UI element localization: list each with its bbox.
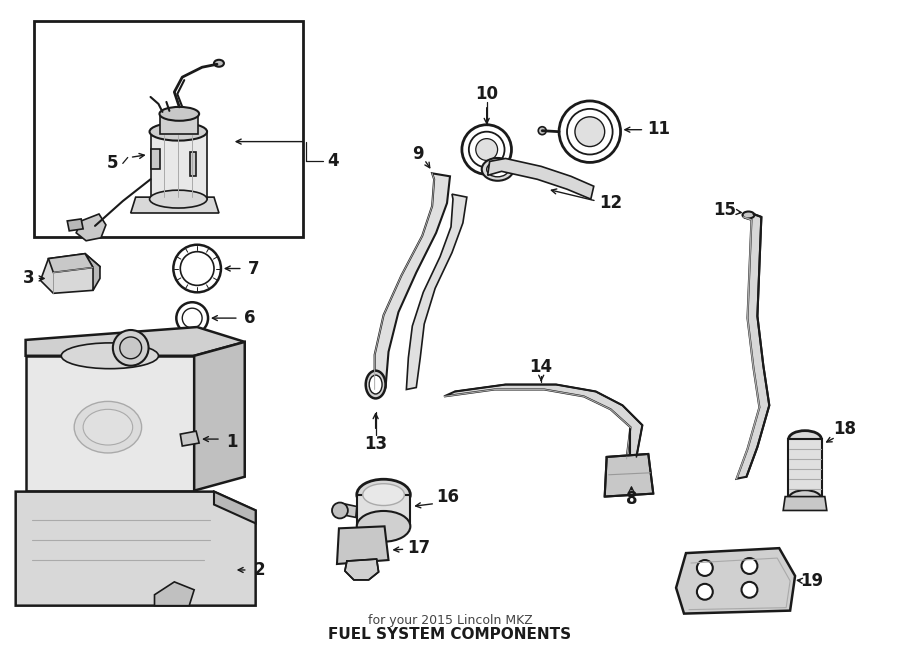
Polygon shape bbox=[15, 492, 256, 605]
Ellipse shape bbox=[742, 212, 754, 218]
Circle shape bbox=[567, 109, 613, 155]
Circle shape bbox=[575, 117, 605, 147]
Ellipse shape bbox=[369, 375, 382, 394]
Text: 4: 4 bbox=[328, 153, 338, 171]
Ellipse shape bbox=[788, 490, 822, 507]
Polygon shape bbox=[40, 254, 100, 293]
Polygon shape bbox=[150, 132, 207, 199]
Circle shape bbox=[559, 101, 621, 163]
Polygon shape bbox=[374, 173, 450, 389]
Ellipse shape bbox=[214, 59, 224, 67]
Polygon shape bbox=[194, 342, 245, 490]
Polygon shape bbox=[356, 494, 410, 526]
Circle shape bbox=[180, 252, 214, 286]
Ellipse shape bbox=[487, 162, 508, 176]
Polygon shape bbox=[155, 582, 194, 605]
Text: 16: 16 bbox=[436, 488, 460, 506]
Text: 9: 9 bbox=[412, 145, 424, 163]
Polygon shape bbox=[68, 219, 83, 231]
Polygon shape bbox=[150, 149, 160, 169]
Polygon shape bbox=[337, 526, 389, 564]
Text: 13: 13 bbox=[364, 435, 387, 453]
Ellipse shape bbox=[363, 484, 404, 506]
Polygon shape bbox=[25, 327, 245, 356]
Polygon shape bbox=[130, 197, 219, 213]
Ellipse shape bbox=[149, 190, 207, 208]
Polygon shape bbox=[605, 454, 653, 496]
Text: 14: 14 bbox=[530, 358, 553, 375]
Ellipse shape bbox=[356, 511, 410, 542]
Polygon shape bbox=[49, 254, 93, 272]
Circle shape bbox=[462, 125, 511, 175]
Text: 18: 18 bbox=[833, 420, 856, 438]
Ellipse shape bbox=[149, 123, 207, 141]
Text: 12: 12 bbox=[599, 194, 622, 212]
Ellipse shape bbox=[482, 158, 514, 180]
Polygon shape bbox=[190, 151, 196, 176]
Text: 15: 15 bbox=[713, 201, 736, 219]
Circle shape bbox=[697, 560, 713, 576]
Circle shape bbox=[176, 302, 208, 334]
Circle shape bbox=[120, 337, 141, 359]
Text: for your 2015 Lincoln MKZ: for your 2015 Lincoln MKZ bbox=[367, 615, 533, 627]
Circle shape bbox=[697, 584, 713, 600]
Text: 2: 2 bbox=[254, 561, 266, 579]
Polygon shape bbox=[160, 114, 198, 134]
Polygon shape bbox=[76, 214, 106, 241]
Polygon shape bbox=[488, 159, 594, 199]
Ellipse shape bbox=[159, 107, 199, 121]
Text: 7: 7 bbox=[248, 260, 259, 278]
Text: 10: 10 bbox=[475, 85, 499, 103]
Ellipse shape bbox=[365, 371, 385, 399]
Ellipse shape bbox=[83, 409, 132, 445]
Text: 3: 3 bbox=[22, 270, 34, 288]
Text: 6: 6 bbox=[244, 309, 256, 327]
Ellipse shape bbox=[61, 343, 158, 369]
Text: 1: 1 bbox=[226, 433, 238, 451]
Text: 19: 19 bbox=[800, 572, 824, 590]
Polygon shape bbox=[345, 559, 379, 580]
Polygon shape bbox=[341, 504, 356, 518]
Circle shape bbox=[742, 558, 758, 574]
Polygon shape bbox=[25, 356, 194, 490]
Circle shape bbox=[538, 127, 546, 135]
Polygon shape bbox=[444, 385, 643, 459]
Polygon shape bbox=[86, 254, 100, 290]
Circle shape bbox=[332, 502, 348, 518]
Polygon shape bbox=[676, 548, 795, 613]
Polygon shape bbox=[214, 492, 256, 524]
Polygon shape bbox=[783, 496, 827, 510]
Circle shape bbox=[183, 308, 202, 328]
Polygon shape bbox=[407, 194, 467, 389]
Ellipse shape bbox=[356, 479, 410, 510]
Circle shape bbox=[476, 139, 498, 161]
Text: FUEL SYSTEM COMPONENTS: FUEL SYSTEM COMPONENTS bbox=[328, 627, 572, 642]
Circle shape bbox=[469, 132, 505, 167]
Text: 17: 17 bbox=[407, 539, 430, 557]
Polygon shape bbox=[736, 214, 770, 479]
Ellipse shape bbox=[74, 401, 141, 453]
Circle shape bbox=[174, 245, 220, 292]
Polygon shape bbox=[788, 439, 822, 498]
Text: 5: 5 bbox=[107, 155, 119, 173]
Text: 11: 11 bbox=[647, 120, 670, 137]
Polygon shape bbox=[180, 431, 199, 446]
Ellipse shape bbox=[788, 431, 822, 447]
Circle shape bbox=[742, 582, 758, 598]
Bar bbox=[33, 20, 303, 237]
Circle shape bbox=[112, 330, 148, 366]
Text: 8: 8 bbox=[626, 490, 637, 508]
